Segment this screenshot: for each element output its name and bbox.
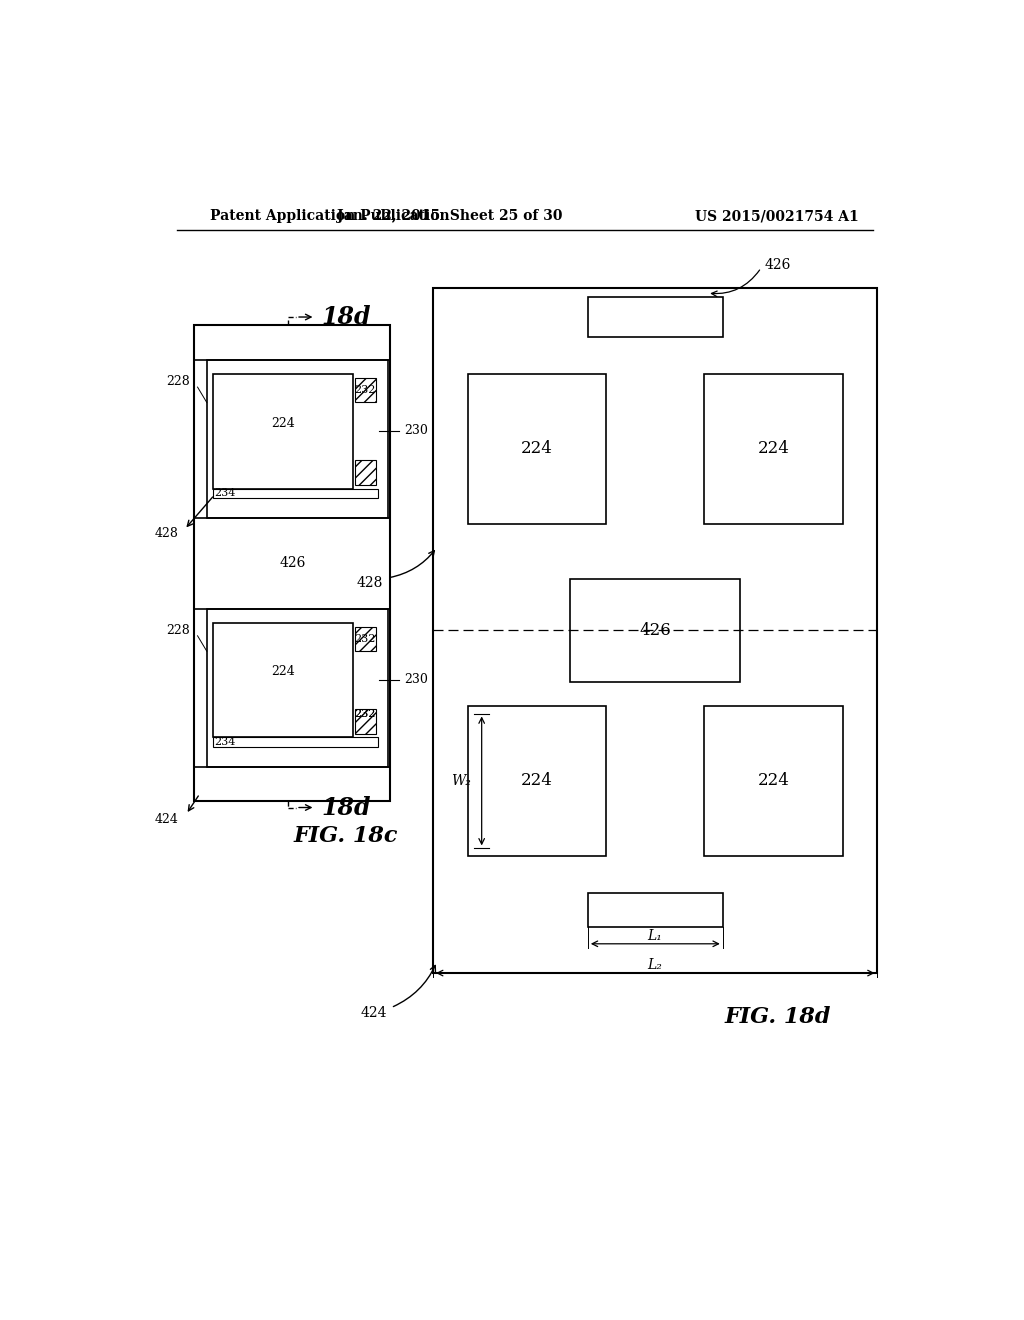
Text: 232: 232 [354,385,376,395]
Bar [354,461,376,484]
Bar [570,578,739,682]
Text: 232: 232 [354,634,376,644]
Text: L₂: L₂ [647,958,663,973]
Text: 228: 228 [166,624,189,638]
Bar [433,288,878,973]
Text: 230: 230 [403,673,428,686]
Text: 224: 224 [521,772,553,789]
Bar [207,609,388,767]
Text: US 2015/0021754 A1: US 2015/0021754 A1 [695,209,859,223]
Text: 224: 224 [521,440,553,457]
Bar [468,706,606,857]
Text: 428: 428 [155,527,178,540]
Text: 428: 428 [356,576,383,590]
Bar [213,623,353,738]
Text: 224: 224 [758,440,790,457]
Bar [588,892,723,927]
Bar [354,378,376,403]
Bar [213,738,378,747]
Text: 232: 232 [354,709,376,718]
Bar [195,517,390,609]
Bar [354,627,376,651]
Text: 234: 234 [214,737,236,747]
Text: Jan. 22, 2015  Sheet 25 of 30: Jan. 22, 2015 Sheet 25 of 30 [337,209,563,223]
Bar [195,767,390,801]
Text: L₁: L₁ [647,929,663,942]
Text: 18d: 18d [322,305,371,329]
Bar [468,374,606,524]
Text: 224: 224 [271,665,295,678]
Bar [705,374,843,524]
Bar [213,488,378,498]
Bar [705,706,843,857]
Text: 224: 224 [758,772,790,789]
Text: 228: 228 [166,375,189,388]
Text: 230: 230 [403,425,428,437]
Text: 232: 232 [354,709,376,718]
Text: FIG. 18c: FIG. 18c [294,825,398,847]
Text: 234: 234 [214,488,236,499]
Text: 426: 426 [765,257,792,272]
Text: 426: 426 [639,622,671,639]
Bar [195,326,390,360]
Text: Patent Application Publication: Patent Application Publication [210,209,450,223]
Bar [354,709,376,734]
Bar [195,326,390,801]
Bar [588,297,723,337]
Bar [207,360,388,517]
Text: FIG. 18d: FIG. 18d [724,1006,830,1028]
Text: W₂: W₂ [451,774,471,788]
Text: 224: 224 [271,417,295,430]
Text: 18d: 18d [322,796,371,820]
Bar [213,374,353,488]
Text: 424: 424 [360,1006,387,1020]
Text: 426: 426 [280,557,305,570]
Text: 424: 424 [155,813,178,825]
